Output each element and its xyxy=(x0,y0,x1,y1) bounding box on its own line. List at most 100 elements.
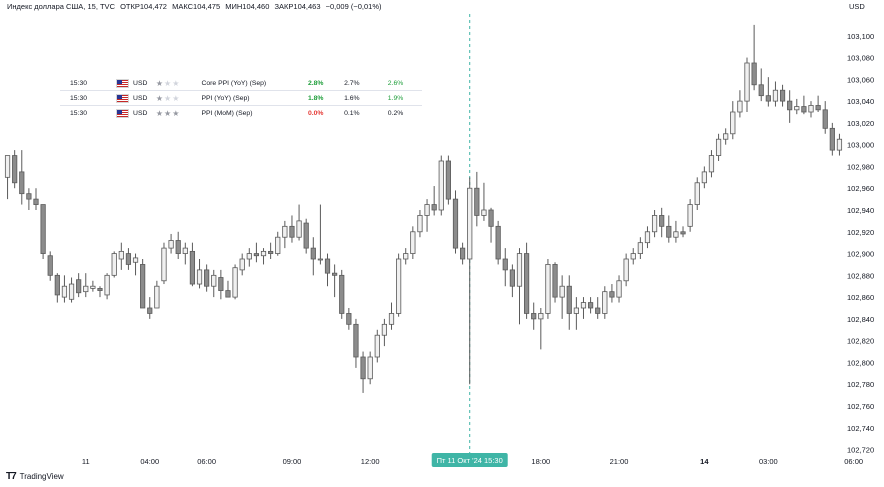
candle-body xyxy=(701,171,707,184)
candle-body xyxy=(140,264,146,309)
event-time: 15:30 xyxy=(70,109,88,117)
candle-body xyxy=(232,267,238,298)
candle-body xyxy=(104,274,110,296)
candle-body xyxy=(516,253,523,287)
candle-body xyxy=(445,160,451,200)
candle-body xyxy=(651,215,658,233)
candle-body xyxy=(40,204,46,254)
y-tick-label: 102,740 xyxy=(847,424,874,433)
y-tick-label: 102,860 xyxy=(847,293,874,302)
x-tick-label: 03:00 xyxy=(759,457,778,466)
candle-body xyxy=(460,247,466,260)
event-row[interactable]: 15:30 USD ★★★ PPI (YoY) (Sep) 1.8% 1.6% 1.9% xyxy=(60,91,422,106)
star-icon: ★ xyxy=(155,108,165,118)
candle-body xyxy=(595,307,601,314)
price-axis-currency[interactable]: USD xyxy=(849,2,865,11)
x-tick-label: 12:00 xyxy=(361,457,380,466)
candle-body xyxy=(182,247,188,254)
candle-body xyxy=(488,209,494,227)
candle-body xyxy=(381,323,387,336)
us-flag-icon xyxy=(115,108,130,118)
candle-body xyxy=(90,285,96,289)
candle-body xyxy=(239,258,245,271)
y-tick-label: 102,840 xyxy=(847,315,874,324)
candle-body xyxy=(388,313,395,325)
us-flag-icon xyxy=(115,78,130,88)
candle-body xyxy=(538,313,544,320)
y-tick-label: 102,940 xyxy=(847,206,874,215)
candle-body xyxy=(666,225,672,238)
x-tick-label: 06:00 xyxy=(197,457,216,466)
candle-body xyxy=(218,277,224,291)
candle-body xyxy=(723,133,729,140)
event-previous: 2.6% xyxy=(387,79,404,87)
candle-body xyxy=(822,109,828,129)
tradingview-logo[interactable]: T7 TradingView xyxy=(6,471,64,482)
x-tick-label: 11 xyxy=(82,457,90,466)
star-icon: ★ xyxy=(172,108,181,118)
candle-body xyxy=(125,253,132,265)
candle-body xyxy=(4,155,11,178)
candle-body xyxy=(609,291,615,298)
event-name: PPI (MoM) (Sep) xyxy=(201,109,253,117)
x-tick-label: 04:00 xyxy=(140,457,159,466)
event-forecast: 0.1% xyxy=(344,109,360,117)
candle-body xyxy=(730,111,736,135)
candle-body xyxy=(815,105,821,111)
event-forecast: 1.6% xyxy=(344,94,360,102)
event-row[interactable]: 15:30 USD ★★★ Core PPI (YoY) (Sep) 2.8% 2.7% 2… xyxy=(60,76,422,91)
candle-body xyxy=(765,95,771,102)
candle-body xyxy=(481,209,487,216)
candle-body xyxy=(253,253,260,257)
crosshair-time-badge xyxy=(431,453,508,467)
candle-body xyxy=(630,253,636,260)
candle-body xyxy=(196,269,203,285)
event-row[interactable]: 15:30 USD ★★★ PPI (MoM) (Sep) 0.0% 0.1% 0.2% xyxy=(60,106,422,120)
y-tick-label: 103,020 xyxy=(847,119,874,128)
candle-body xyxy=(211,274,217,287)
candle-body xyxy=(26,193,32,200)
candle-body xyxy=(708,155,715,173)
importance-stars: ★★★ xyxy=(156,109,202,118)
tradingview-logo-icon: T7 xyxy=(6,471,17,482)
event-time: 15:30 xyxy=(70,79,88,87)
candle-body xyxy=(367,356,373,380)
y-tick-label: 102,780 xyxy=(847,380,874,389)
y-tick-label: 102,820 xyxy=(847,337,874,346)
candle-body xyxy=(801,106,807,113)
candle-body xyxy=(772,89,779,102)
candle-body xyxy=(317,258,324,261)
candle-body xyxy=(403,253,409,260)
symbol-label[interactable]: Индекс доллара США, 15, TVC xyxy=(7,2,115,11)
candle-body xyxy=(715,138,722,156)
y-tick-label: 102,760 xyxy=(847,402,874,411)
candle-body xyxy=(452,198,459,249)
candle-body xyxy=(339,274,345,314)
candle-body xyxy=(61,285,68,298)
candle-body xyxy=(132,257,139,263)
y-tick-label: 102,900 xyxy=(847,250,874,259)
candle-body xyxy=(417,215,423,233)
candle-body xyxy=(737,100,743,113)
candle-body xyxy=(189,250,196,285)
event-actual: 1.8% xyxy=(307,94,324,102)
candle-body xyxy=(168,240,174,249)
candle-body xyxy=(829,127,835,151)
candle-body xyxy=(246,253,252,260)
candle-body xyxy=(787,100,793,111)
y-tick-label: 102,920 xyxy=(847,228,874,237)
candle-body xyxy=(303,222,309,249)
candle-body xyxy=(467,187,473,260)
crosshair-time-label: Пт 11 Окт '24 15:30 xyxy=(437,456,503,465)
candle-body xyxy=(751,62,757,86)
star-icon: ★ xyxy=(164,108,173,118)
close-value: ЗАКР104,463 xyxy=(274,2,321,11)
y-tick-label: 102,980 xyxy=(847,162,874,171)
candle-body xyxy=(275,236,281,254)
candle-body xyxy=(495,225,501,260)
candle-body xyxy=(19,171,25,195)
candle-body xyxy=(616,280,622,298)
candle-body xyxy=(545,264,551,314)
